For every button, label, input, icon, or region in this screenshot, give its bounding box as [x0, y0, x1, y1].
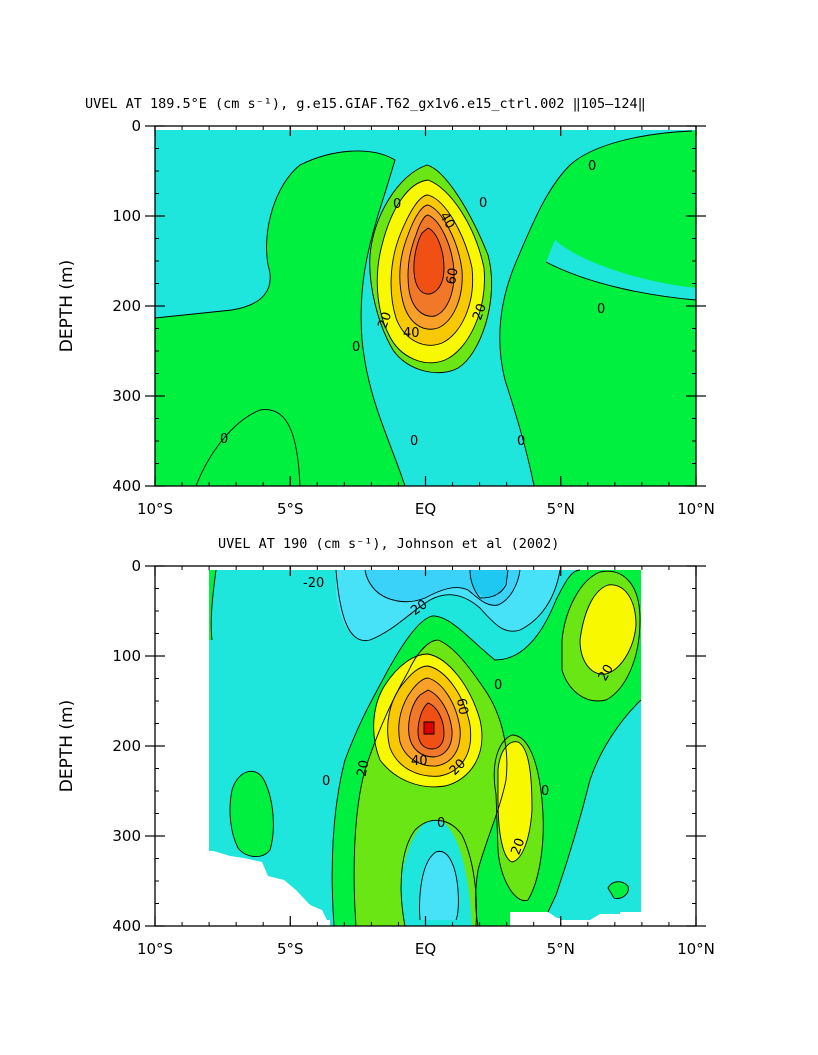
panel2-field: -20 -20 0 0 0 0 20 20 20 20 40 60 [155, 566, 696, 926]
band-neg10-0-right [546, 240, 696, 300]
x-tick-label: 10°N [677, 940, 715, 958]
contour-label: 0 [437, 816, 445, 831]
y-tick-label: 400 [112, 477, 141, 495]
mask-east [641, 566, 696, 926]
y-tick-label: 0 [131, 117, 141, 135]
contour-label: 0 [517, 434, 525, 449]
contour-label: 40 [411, 754, 428, 769]
panel2-contour-labels: -20 -20 0 0 0 0 20 20 20 20 40 60 [303, 576, 617, 857]
contour-label: 60 [444, 267, 462, 286]
x-tick-label: 5°N [547, 500, 575, 518]
contour-label: 60 [453, 697, 471, 716]
panel1-field: 0 0 0 0 0 0 0 0 20 20 40 40 60 [155, 130, 696, 486]
band-0-10-sw [196, 409, 300, 486]
panel2-title: UVEL AT 190 (cm s⁻¹), Johnson et al (200… [218, 536, 559, 552]
contour-label: 20 [355, 759, 373, 778]
contour-label: 0 [220, 432, 228, 447]
mask-bottom-east [510, 912, 641, 926]
contour-label: 0 [352, 340, 360, 355]
contour-label: 20 [375, 310, 395, 331]
band-le-neg30 [470, 570, 508, 598]
x-tick-label: 10°N [677, 500, 715, 518]
band-ge60 [413, 228, 444, 295]
y-tick-label: 0 [131, 557, 141, 575]
x-tick-label: 10°S [137, 940, 173, 958]
band-0-10-west-blob [230, 771, 274, 857]
contour-label: 20 [470, 302, 490, 323]
y-tick-label: 100 [112, 647, 141, 665]
x-tick-label: 5°S [277, 500, 304, 518]
contour-label: 0 [322, 774, 330, 789]
x-tick-label: 10°S [137, 500, 173, 518]
y-tick-label: 200 [112, 297, 141, 315]
panel-model: UVEL AT 189.5°E (cm s⁻¹), g.e15.GIAF.T62… [57, 96, 715, 518]
x-tick-label: EQ [415, 500, 436, 518]
contour-label: 40 [436, 210, 457, 232]
band-0-10-se-blob [608, 881, 629, 899]
y-tick-label: 100 [112, 207, 141, 225]
panel2-contours [210, 569, 642, 926]
panel-observations: UVEL AT 190 (cm s⁻¹), Johnson et al (200… [57, 536, 715, 958]
y-tick-label: 300 [112, 387, 141, 405]
band-20-30-ne [580, 584, 636, 675]
contour-label: 20 [596, 662, 617, 684]
contour-label: 0 [541, 784, 549, 799]
x-tick-label: EQ [415, 940, 436, 958]
band-0-10-west [209, 570, 216, 640]
x-tick-label: 5°S [277, 940, 304, 958]
panel1-contour-labels: 0 0 0 0 0 0 0 0 20 20 40 40 60 [220, 159, 605, 449]
panel1-contours [155, 130, 696, 486]
contour-label: 0 [597, 302, 605, 317]
y-tick-label: 300 [112, 827, 141, 845]
x-tick-label: 5°N [547, 940, 575, 958]
band-neg20-neg10 [419, 851, 459, 920]
band-core [424, 722, 434, 734]
contour-label: 20 [509, 836, 529, 857]
y-tick-label: 400 [112, 917, 141, 935]
contour-label: 0 [410, 434, 418, 449]
contour-label: -20 [303, 576, 324, 591]
y-tick-label: 200 [112, 737, 141, 755]
panel1-title: UVEL AT 189.5°E (cm s⁻¹), g.e15.GIAF.T62… [85, 96, 646, 112]
mask-bottom-west [209, 851, 330, 926]
contour-label: 0 [479, 196, 487, 211]
contour-label: 0 [588, 159, 596, 174]
panel1-ylabel: DEPTH (m) [57, 260, 77, 352]
contour-label: 0 [494, 678, 502, 693]
contour-label: 40 [403, 326, 420, 341]
contour-label: 0 [393, 197, 401, 212]
panel2-ylabel: DEPTH (m) [57, 700, 77, 792]
mask-west [155, 566, 209, 926]
